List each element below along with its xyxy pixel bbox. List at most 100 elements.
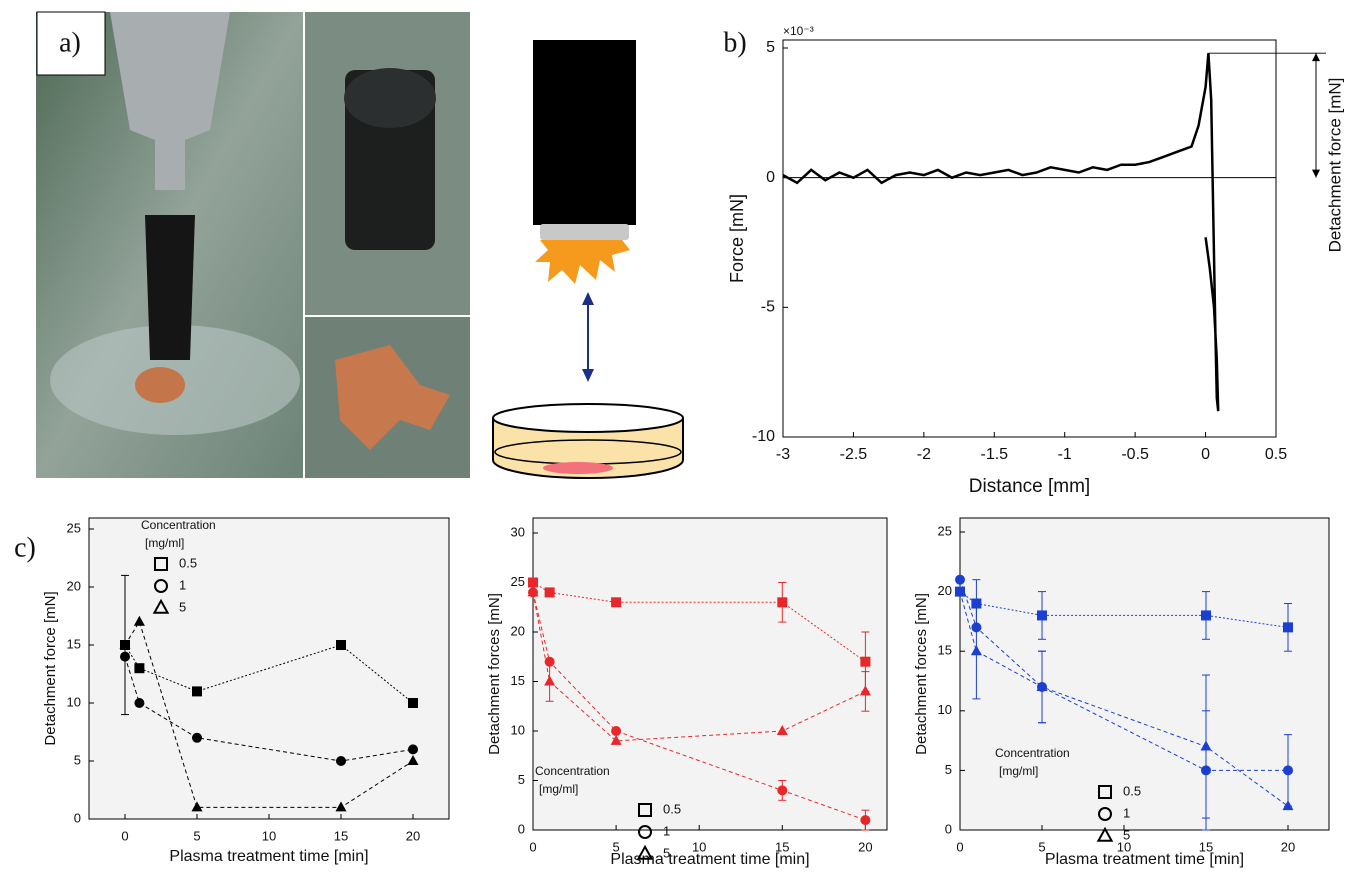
panel-label: b)	[723, 27, 746, 58]
data-point	[192, 686, 202, 696]
probe-schematic	[533, 40, 636, 225]
x-tick-label: -1	[1058, 446, 1072, 463]
data-point	[545, 587, 555, 597]
arrow-head	[1312, 170, 1320, 178]
legend-title: [mg/ml]	[145, 536, 184, 550]
arrow-head	[582, 292, 594, 305]
y-axis-label: Detachment forces [mN]	[913, 593, 930, 755]
x-tick-label: 20	[1281, 839, 1295, 854]
x-tick-label: 15	[334, 828, 348, 843]
x-tick-label: 0	[529, 839, 536, 854]
data-point	[134, 698, 144, 708]
x-tick-label: 0	[121, 828, 128, 843]
x-tick-label: -1.5	[980, 446, 1008, 463]
axis-multiplier: ×10⁻³	[783, 24, 814, 38]
legend-title: [mg/ml]	[999, 764, 1038, 778]
data-point	[336, 640, 346, 650]
legend-label: 0.5	[179, 555, 197, 570]
y-tick-label: 10	[938, 702, 952, 717]
data-point	[192, 733, 202, 743]
x-tick-label: 0	[956, 839, 963, 854]
data-point	[408, 698, 418, 708]
x-tick-label: -2.5	[840, 446, 868, 463]
x-tick-label: 0	[1201, 446, 1210, 463]
x-tick-label: 5	[193, 828, 200, 843]
arrow-head	[1312, 53, 1320, 61]
data-point	[1283, 622, 1293, 632]
x-tick-label: 10	[262, 828, 276, 843]
data-point	[1201, 610, 1211, 620]
data-point	[860, 657, 870, 667]
legend-title: Concentration	[995, 746, 1070, 760]
y-tick-label: 20	[511, 623, 525, 638]
y-tick-label: 0	[945, 821, 952, 836]
data-point	[777, 785, 787, 795]
y-tick-label: 5	[766, 39, 775, 56]
plot-area	[533, 518, 887, 830]
y-tick-label: 10	[511, 722, 525, 737]
data-point	[408, 744, 418, 754]
arrow-head	[582, 369, 594, 382]
legend-title: Concentration	[141, 518, 216, 532]
plot-area	[960, 518, 1329, 830]
y-tick-label: 5	[518, 772, 525, 787]
substrate-schematic	[540, 224, 629, 240]
y-axis-label: Force [mN]	[727, 194, 747, 283]
y-tick-label: 5	[74, 752, 81, 767]
x-tick-label: -2	[917, 446, 931, 463]
probe-photo	[145, 215, 195, 360]
data-point	[955, 575, 965, 585]
x-axis-label: Plasma treatment time [min]	[1045, 851, 1244, 868]
cells-schematic	[535, 240, 630, 284]
tissue-photo	[135, 367, 185, 403]
tissue-schematic	[543, 462, 613, 474]
y-tick-label: 5	[945, 762, 952, 777]
y-tick-label: 15	[67, 636, 81, 651]
x-axis-label: Distance [mm]	[969, 476, 1090, 497]
legend-label: 1	[179, 577, 186, 592]
x-tick-label: 0.5	[1265, 446, 1287, 463]
x-tick-label: 20	[406, 828, 420, 843]
y-tick-label: 25	[511, 574, 525, 589]
legend-label: 0.5	[663, 801, 681, 816]
data-point	[134, 663, 144, 673]
data-point	[1037, 610, 1047, 620]
x-tick-label: 20	[858, 839, 872, 854]
y-tick-label: -10	[752, 428, 775, 445]
y-tick-label: 25	[67, 520, 81, 535]
petri-schematic	[493, 404, 683, 432]
legend-label: 5	[663, 845, 670, 860]
legend-marker	[1098, 829, 1111, 841]
y-tick-label: 0	[766, 169, 775, 186]
annotation: Detachment force [mN]	[1325, 78, 1344, 253]
y-tick-label: -5	[761, 299, 775, 316]
probe-photo	[344, 68, 436, 128]
figure: a) b) c) -10-505-3-2.5-2-1.5-1-0.500.5Di…	[0, 0, 1349, 876]
y-tick-label: 25	[938, 523, 952, 538]
data-point	[611, 726, 621, 736]
y-tick-label: 0	[74, 810, 81, 825]
data-point	[336, 756, 346, 766]
legend-label: 1	[1123, 805, 1130, 820]
legend-label: 1	[663, 823, 670, 838]
data-point	[777, 597, 787, 607]
y-tick-label: 15	[511, 673, 525, 688]
y-tick-label: 20	[67, 578, 81, 593]
legend-title: [mg/ml]	[539, 782, 578, 796]
legend-label: 5	[179, 599, 186, 614]
y-tick-label: 0	[518, 821, 525, 836]
y-tick-label: 30	[511, 524, 525, 539]
legend-title: Concentration	[535, 764, 610, 778]
y-axis-label: Detachment forces [mN]	[486, 593, 503, 755]
x-axis-label: Plasma treatment time [min]	[169, 848, 368, 865]
x-tick-label: -3	[776, 446, 790, 463]
y-tick-label: 20	[938, 583, 952, 598]
data-point	[860, 815, 870, 825]
y-axis-label: Detachment force [mN]	[42, 591, 59, 745]
data-point	[611, 597, 621, 607]
y-tick-label: 10	[67, 694, 81, 709]
panel-label: a)	[59, 27, 81, 58]
legend-label: 0.5	[1123, 783, 1141, 798]
panel-label: c)	[14, 532, 36, 563]
data-point	[1283, 765, 1293, 775]
